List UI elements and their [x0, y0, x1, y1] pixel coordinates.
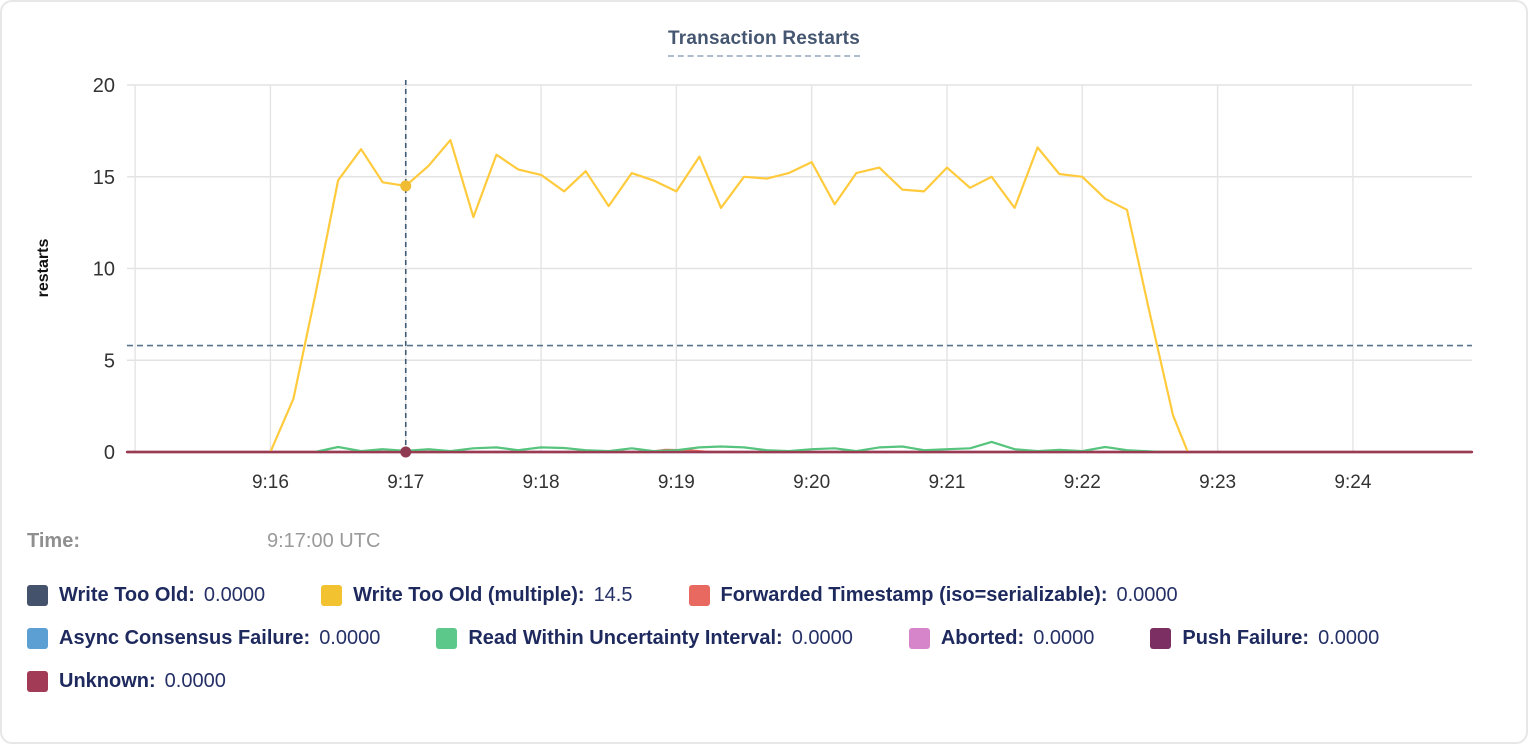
chart-title-wrap: Transaction Restarts	[2, 28, 1526, 57]
legend-label: Unknown:	[59, 670, 156, 692]
y-tick-label: 5	[104, 350, 115, 372]
legend-series-value: 0.0000	[319, 627, 381, 649]
legend-item-async-consensus-failure: Async Consensus Failure: 0.0000	[27, 627, 380, 650]
legend-row: Async Consensus Failure: 0.0000 Read Withi…	[27, 627, 1508, 650]
legend-series-value: 0.0000	[1033, 627, 1095, 649]
x-tick-label: 9:23	[1199, 472, 1236, 493]
legend-series-value: 0.0000	[203, 584, 266, 606]
x-tick-label: 9:24	[1334, 472, 1371, 493]
legend-row: Unknown: 0.0000	[27, 670, 1508, 693]
legend-series-value: 0.0000	[1116, 584, 1178, 606]
legend-label: Forwarded Timestamp (iso=serializable):	[720, 584, 1108, 606]
legend-item-read-within-uncertainty-interval: Read Within Uncertainty Interval: 0.0000	[436, 627, 853, 650]
legend-item-aborted: Aborted: 0.0000	[908, 627, 1095, 650]
legend-item-forwarded-timestamp: Forwarded Timestamp (iso=serializable): 0…	[688, 584, 1178, 607]
legend-swatch-read-within-uncertainty-interval	[436, 628, 458, 649]
legend-swatch-push-failure	[1150, 628, 1172, 649]
chart-legend: Time: 9:17:00 UTC Write Too Old: 0.0000 Wr…	[27, 530, 1508, 713]
legend-label: Push Failure:	[1182, 627, 1310, 649]
legend-item-push-failure: Push Failure: 0.0000	[1150, 627, 1379, 650]
x-tick-label: 9:18	[523, 472, 560, 493]
legend-series-value: 0.0000	[164, 670, 226, 692]
legend-label: Read Within Uncertainty Interval:	[468, 627, 783, 649]
y-axis-label: restarts	[35, 239, 52, 298]
legend-item-unknown: Unknown: 0.0000	[27, 670, 226, 693]
chart-title[interactable]: Transaction Restarts	[668, 28, 860, 57]
series-line-write-too-old-multiple	[269, 139, 1189, 454]
legend-item-write-too-old-multiple: Write Too Old (multiple): 14.5	[321, 584, 633, 607]
legend-label: Write Too Old:	[59, 584, 195, 606]
legend-swatch-unknown	[27, 671, 48, 692]
x-tick-label: 9:17	[387, 472, 424, 493]
hover-time-row: Time: 9:17:00 UTC	[27, 530, 1508, 553]
x-tick-label: 9:19	[658, 472, 695, 493]
legend-row: Write Too Old: 0.0000 Write Too Old (multi…	[27, 584, 1508, 607]
legend-label: Write Too Old (multiple):	[353, 584, 585, 606]
legend-swatch-forwarded-timestamp	[688, 585, 710, 606]
x-tick-label: 9:16	[252, 472, 289, 493]
legend-series-value: 14.5	[593, 584, 633, 606]
legend-series-value: 0.0000	[791, 627, 853, 649]
legend-rows: Write Too Old: 0.0000 Write Too Old (multi…	[27, 584, 1508, 693]
x-tick-label: 9:22	[1064, 472, 1101, 493]
x-tick-label: 9:20	[793, 472, 830, 493]
series-line-read-within-uncertainty-interval	[314, 440, 1162, 454]
y-tick-label: 10	[93, 259, 115, 281]
legend-item-write-too-old: Write Too Old: 0.0000	[27, 584, 265, 607]
legend-swatch-write-too-old	[27, 585, 48, 606]
legend-swatch-async-consensus-failure	[27, 628, 48, 649]
legend-swatch-write-too-old-multiple	[321, 585, 343, 606]
legend-label: Aborted:	[940, 627, 1025, 649]
hover-time-label: Time:	[27, 530, 80, 552]
hover-point	[400, 180, 412, 192]
hover-time-value: 9:17:00 UTC	[267, 530, 381, 552]
x-tick-label: 9:21	[928, 472, 965, 493]
hover-point	[400, 446, 412, 458]
y-tick-label: 15	[93, 167, 115, 189]
y-tick-label: 20	[93, 75, 115, 97]
transaction-restarts-chart[interactable]: 0 5 10 15 20 9:16 9:17 9:18 9:19 9:20 9:21 9:22 9:23…	[2, 2, 1528, 507]
legend-swatch-aborted	[908, 628, 930, 649]
legend-series-value: 0.0000	[1318, 627, 1380, 649]
y-tick-label: 0	[104, 442, 115, 464]
legend-label: Async Consensus Failure:	[59, 627, 311, 649]
